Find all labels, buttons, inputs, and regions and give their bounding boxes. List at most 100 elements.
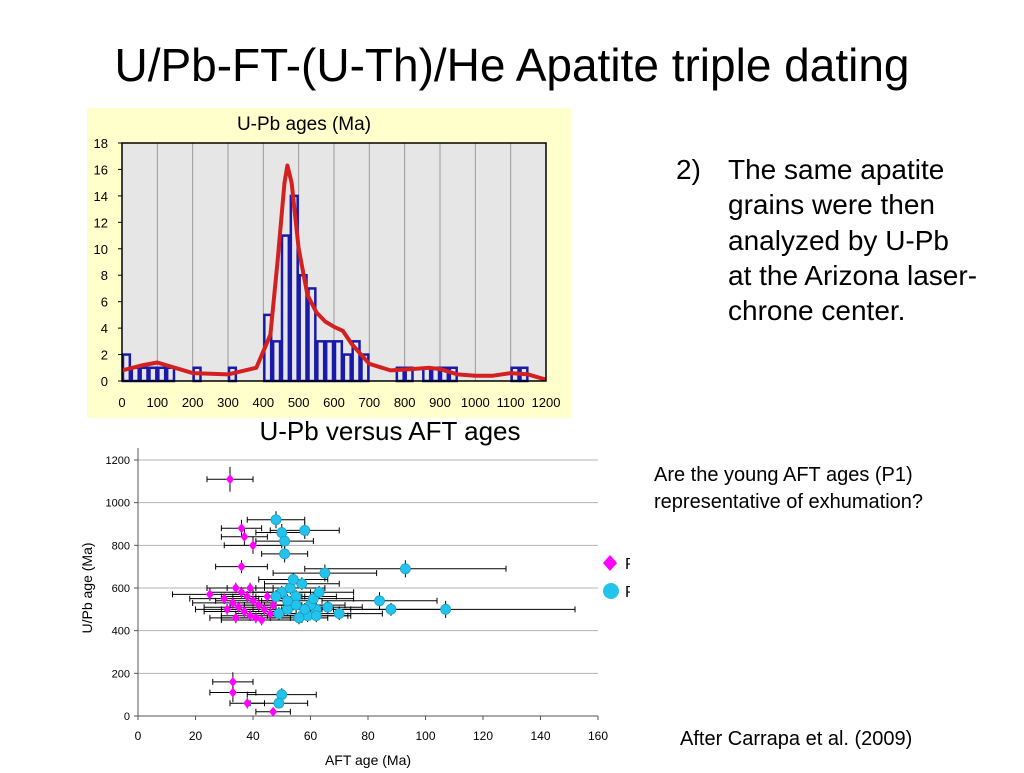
p1-data-point [237, 587, 246, 598]
histogram-x-tick-label: 700 [358, 395, 380, 410]
p1-data-point [231, 583, 240, 593]
p1-data-point [220, 593, 229, 604]
p1-data-point [269, 600, 278, 611]
legend-label: P1 [625, 556, 630, 573]
p2-data-point [279, 535, 291, 547]
scatter-x-axis-label: AFT age (Ma) [325, 752, 411, 768]
scatter-y-tick-label: 800 [112, 540, 130, 552]
histogram-x-tick-label: 500 [288, 395, 310, 410]
p2-data-point [299, 525, 311, 536]
p1-data-point [257, 615, 266, 625]
p1-data-point [243, 591, 252, 602]
p1-data-point [240, 606, 249, 617]
histogram-y-tick-label: 4 [101, 321, 108, 336]
p1-data-point [269, 706, 278, 717]
histogram-x-tick-label: 1200 [532, 395, 561, 410]
histogram-x-tick-label: 0 [118, 395, 125, 410]
p1-data-point [254, 600, 263, 611]
scatter-y-axis-label: U/Pb age (Ma) [79, 542, 95, 633]
p1-data-point [260, 604, 269, 615]
p1-data-point [231, 612, 240, 623]
p2-data-point [273, 697, 285, 709]
histogram-y-tick-label: 6 [101, 295, 108, 310]
scatter-x-tick-label: 40 [246, 729, 260, 743]
scatter-x-tick-label: 0 [135, 729, 142, 743]
scatter-x-tick-label: 80 [361, 729, 375, 743]
scatter-title: U-Pb versus AFT ages [259, 416, 520, 446]
citation: After Carrapa et al. (2009) [680, 728, 913, 750]
scatter-chart: U-Pb versus AFT ages 0 200 400 600 800 1000 120… [70, 415, 645, 768]
p1-data-point [243, 698, 252, 709]
scatter-y-tick-label: 200 [112, 668, 130, 680]
histogram-chart: U-Pb ages (Ma) 0 100 200 300 400 500 600 700 800 9… [87, 108, 571, 418]
question-text: Are the young AFT ages (P1) representati… [654, 464, 924, 513]
histogram-y-tick-label: 10 [94, 242, 108, 257]
scatter-x-tick-label: 160 [588, 729, 608, 743]
p2-data-point [290, 599, 302, 611]
p2-data-point [310, 610, 322, 622]
p1-data-point [246, 610, 255, 621]
scatter-y-tick-label: 1200 [106, 455, 130, 467]
p2-data-point [333, 608, 345, 620]
histogram-x-tick-label: 200 [182, 395, 204, 410]
note-number: 2) [676, 154, 701, 185]
p1-data-point [223, 604, 232, 615]
scatter-y-tick-label: 600 [112, 583, 130, 595]
note-text: The same apatite grains were then analyz… [728, 154, 978, 327]
scatter-y-tick-label: 400 [112, 626, 130, 638]
p1-data-point [228, 676, 237, 687]
p1-data-point [228, 687, 237, 698]
histogram-x-tick-label: 1000 [461, 395, 490, 410]
histogram-frame [121, 142, 547, 382]
p2-data-point [293, 612, 305, 624]
p1-data-point [266, 608, 275, 619]
legend-marker-p1 [603, 555, 617, 571]
histogram-y-tick-label: 0 [101, 374, 108, 389]
p2-data-point [313, 586, 325, 598]
histogram-y-tick-label: 12 [94, 215, 108, 230]
histogram-svg: U-Pb ages (Ma)0 100 200 300 400 500 600 700 800 9… [87, 108, 571, 418]
p2-data-point [399, 563, 411, 575]
histogram-y-tick-label: 18 [94, 136, 108, 151]
probability-density-curve [121, 163, 547, 382]
histogram-x-tick-label: 600 [323, 395, 345, 410]
scatter-x-tick-label: 120 [473, 729, 493, 743]
histogram-x-tick-label: 800 [394, 395, 416, 410]
histogram-x-tick-label: 300 [217, 395, 239, 410]
p2-data-point [322, 601, 334, 613]
p2-data-point [440, 603, 452, 615]
p1-data-point [234, 602, 243, 613]
histogram-y-tick-label: 2 [101, 348, 108, 363]
p2-data-point [374, 595, 385, 607]
p2-data-point [282, 595, 293, 607]
p2-data-point [270, 514, 282, 526]
p1-data-point [205, 589, 214, 600]
scatter-x-tick-label: 20 [189, 729, 203, 743]
p2-data-point [385, 603, 397, 615]
scatter-y-tick-label: 1000 [106, 498, 130, 510]
histogram-y-tick-label: 8 [101, 268, 108, 283]
p1-data-point [237, 561, 246, 572]
scatter-y-tick-label: 0 [124, 711, 130, 723]
p1-data-point [226, 474, 234, 485]
histogram-y-tick-label: 16 [94, 162, 108, 177]
p2-data-point [279, 548, 291, 560]
p1-data-point [237, 523, 246, 534]
p2-data-point [287, 574, 299, 585]
histogram-y-tick-label: 14 [94, 189, 108, 204]
p1-data-point [263, 591, 272, 602]
p1-data-point [249, 595, 257, 606]
scatter-x-tick-label: 140 [530, 729, 550, 743]
histogram-title: U-Pb ages (Ma) [237, 114, 371, 135]
slide-title: U/Pb-FT-(U-Th)/He Apatite triple dating [114, 39, 910, 91]
legend-marker-p2 [603, 583, 619, 599]
p2-data-point [296, 578, 308, 590]
p1-data-point [246, 583, 255, 593]
legend-label: P2 [625, 584, 630, 601]
histogram-x-tick-label: 1100 [497, 395, 525, 410]
scatter-svg: U-Pb versus AFT ages02004006008001000120… [79, 416, 645, 768]
scatter-x-tick-label: 60 [304, 729, 318, 743]
p2-data-point [270, 591, 282, 602]
p1-data-point [228, 597, 237, 608]
histogram-x-tick-label: 100 [146, 395, 168, 410]
